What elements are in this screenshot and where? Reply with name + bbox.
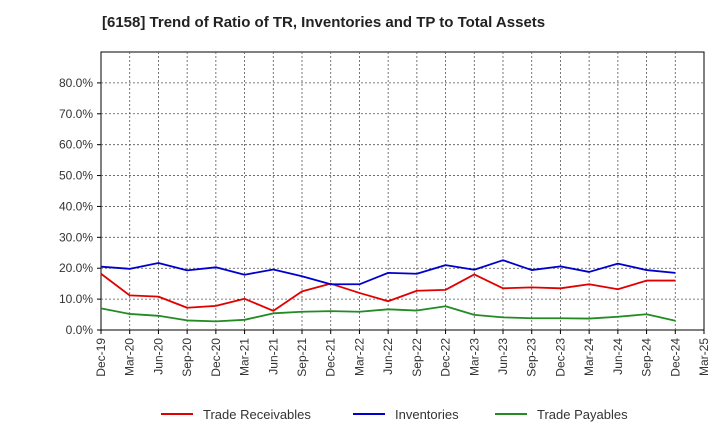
y-tick-label: 70.0%	[59, 107, 93, 121]
series-line-inventories	[100, 259, 676, 286]
x-tick-label: Jun-20	[151, 338, 165, 375]
grid-layer	[101, 52, 704, 330]
x-tick-label: Sep-20	[180, 338, 194, 377]
x-tick-label: Dec-23	[553, 338, 567, 377]
x-tick-label: Dec-19	[94, 338, 108, 377]
x-tick-label: Jun-21	[266, 338, 280, 375]
chart-title: [6158] Trend of Ratio of TR, Inventories…	[102, 14, 546, 31]
x-tick-label: Mar-20	[123, 338, 137, 376]
x-tick-label: Dec-20	[209, 338, 223, 377]
x-tick-label: Mar-22	[352, 338, 366, 376]
plot-area	[100, 51, 705, 331]
legend-label-trade-payables: Trade Payables	[537, 407, 628, 422]
legend-label-inventories: Inventories	[395, 407, 459, 422]
x-tick-label: Mar-25	[697, 338, 711, 376]
y-tick-label: 50.0%	[59, 169, 93, 183]
y-tick-label: 0.0%	[66, 323, 94, 337]
x-tick-label: Jun-23	[496, 338, 510, 375]
series-layer	[100, 259, 676, 323]
x-tick-label: Mar-23	[467, 338, 481, 376]
y-tick-label: 10.0%	[59, 292, 93, 306]
x-tick-label: Dec-24	[668, 338, 682, 377]
y-tick-label: 30.0%	[59, 230, 93, 244]
x-tick-label: Mar-21	[238, 338, 252, 376]
x-tick-label: Sep-21	[295, 338, 309, 377]
y-tick-label: 60.0%	[59, 138, 93, 152]
legend-label-trade-receivables: Trade Receivables	[203, 407, 311, 422]
series-line-trade-receivables	[100, 273, 676, 312]
y-tick-label: 80.0%	[59, 76, 93, 90]
series-line-trade-payables	[100, 305, 676, 323]
x-tick-label: Dec-22	[439, 338, 453, 377]
x-tick-label: Dec-21	[324, 338, 338, 377]
y-tick-label: 40.0%	[59, 199, 93, 213]
x-tick-label: Mar-24	[582, 338, 596, 376]
x-tick-label: Sep-22	[410, 338, 424, 377]
axis-layer: 0.0% 10.0% 20.0% 30.0% 40.0% 50.0% 60.0% 70.0% 8…	[59, 76, 711, 377]
x-tick-label: Jun-24	[611, 338, 625, 375]
legend: Trade Receivables Inventories Trade Payabl…	[161, 407, 628, 422]
x-tick-label: Sep-24	[640, 338, 654, 377]
x-tick-label: Jun-22	[381, 338, 395, 375]
x-tick-label: Sep-23	[525, 338, 539, 377]
y-tick-label: 20.0%	[59, 261, 93, 275]
